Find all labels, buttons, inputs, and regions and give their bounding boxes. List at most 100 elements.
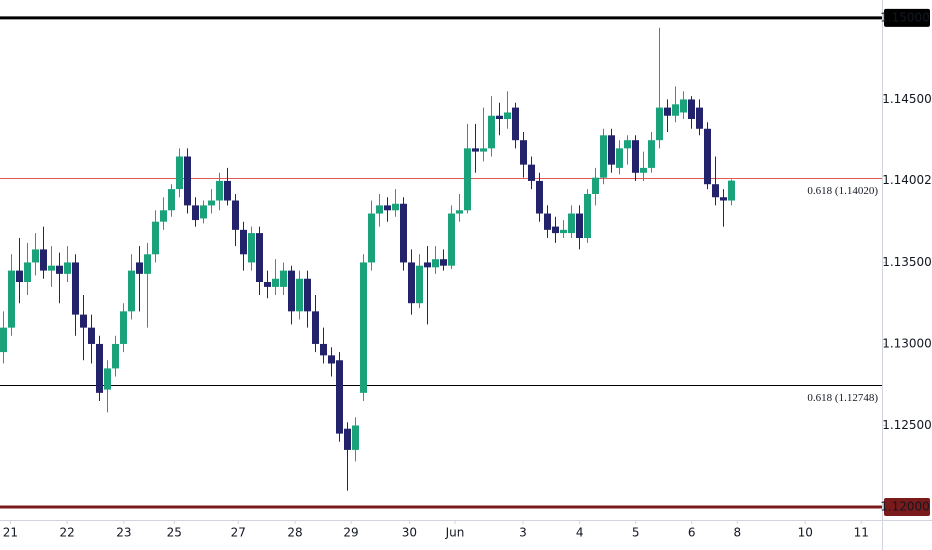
candle-body <box>32 249 39 263</box>
x-tick-label: 10 <box>798 526 813 540</box>
x-tick-label: 5 <box>632 526 640 540</box>
x-tick-label: 4 <box>576 526 584 540</box>
candle-body <box>264 282 271 287</box>
candle-body <box>56 265 63 274</box>
candle-body <box>72 262 79 315</box>
candle-body <box>80 314 87 328</box>
fib-label: 0.618 (1.12748) <box>807 392 878 404</box>
candle-body <box>168 189 175 211</box>
candle-body <box>368 213 375 263</box>
candle-body <box>608 135 615 165</box>
level-label: 1.15000 <box>880 10 930 24</box>
candle-body <box>680 99 687 113</box>
candle-body <box>528 164 535 181</box>
candle-body <box>576 213 583 238</box>
x-tick-label: 21 <box>3 526 18 540</box>
candle-body <box>552 226 559 234</box>
candle-body <box>280 270 287 287</box>
candle-body <box>560 229 567 234</box>
candle-body <box>688 99 695 119</box>
candle-body <box>704 128 711 185</box>
candle-body <box>392 203 399 211</box>
x-tick-label: 3 <box>519 526 527 540</box>
candle-body <box>120 311 127 344</box>
candle-body <box>440 259 447 266</box>
candle-body <box>296 278 303 312</box>
candle-body <box>464 148 471 211</box>
x-tick-label: 29 <box>343 526 358 540</box>
y-tick-label: 1.13500 <box>882 255 932 269</box>
candle-body <box>664 107 671 116</box>
candle-body <box>712 184 719 198</box>
y-tick-label: 1.12500 <box>882 418 932 432</box>
candle-body <box>176 156 183 190</box>
candle-body <box>136 262 143 274</box>
axes: 1.14500 1.13500 1.13000 1.12500 21 22 23 25 27 28… <box>3 8 932 540</box>
candle-body <box>96 343 103 393</box>
candle-body <box>288 270 295 312</box>
x-tick-label: 22 <box>60 526 75 540</box>
candle-body <box>40 249 47 271</box>
candle-body <box>104 368 111 390</box>
candle-body <box>208 200 215 206</box>
plot-area: 0.618 (1.14020) 0.618 (1.12748) <box>0 16 882 509</box>
candle-body <box>648 140 655 168</box>
x-tick-label: 30 <box>402 526 417 540</box>
candle-body <box>152 221 159 255</box>
candle-body <box>544 213 551 230</box>
candle-body <box>272 278 279 287</box>
candle-body <box>232 200 239 230</box>
candle-body <box>192 205 199 221</box>
candle-body <box>88 327 95 344</box>
candle-body <box>400 203 407 263</box>
x-tick-label: 8 <box>733 526 741 540</box>
candle-body <box>160 210 167 222</box>
candle-body <box>0 327 7 353</box>
candle-body <box>600 135 607 178</box>
candle-body <box>200 205 207 219</box>
candle-body <box>584 193 591 238</box>
candle-body <box>456 210 463 214</box>
x-tick-label: 11 <box>854 526 869 540</box>
candle-body <box>488 115 495 149</box>
candle-body <box>520 140 527 165</box>
candle-body <box>536 180 543 214</box>
candle-body <box>256 233 263 283</box>
candle-body <box>496 115 503 119</box>
y-tick-label: 1.13000 <box>882 336 932 350</box>
candle-body <box>480 148 487 152</box>
candle-body <box>304 278 311 312</box>
candle-body <box>328 355 335 364</box>
candle-body <box>504 112 511 119</box>
fib-label: 0.618 (1.14020) <box>807 185 878 197</box>
candle-body <box>240 229 247 255</box>
candle-body <box>424 262 431 268</box>
candle-body <box>728 180 735 201</box>
candle-body <box>360 262 367 393</box>
candle-body <box>592 177 599 194</box>
candle-body <box>720 197 727 201</box>
candle-body <box>312 311 319 344</box>
candle-body <box>248 233 255 263</box>
candle-body <box>16 270 23 283</box>
candle-body <box>512 107 519 141</box>
y-tick-label: 1.14500 <box>882 92 932 106</box>
x-tick-label: 28 <box>287 526 302 540</box>
level-badge <box>884 497 930 516</box>
x-tick-label: 27 <box>231 526 246 540</box>
x-tick-label: 23 <box>116 526 131 540</box>
candle-body <box>472 148 479 152</box>
candle-body <box>624 140 631 149</box>
candle-body <box>568 213 575 234</box>
candle-body <box>448 213 455 266</box>
candle-body <box>112 343 119 369</box>
candle-body <box>656 107 663 141</box>
candle-body <box>216 180 223 201</box>
candle-body <box>376 205 383 214</box>
candle-body <box>352 425 359 450</box>
x-tick-label: 25 <box>167 526 182 540</box>
candle-body <box>432 259 439 268</box>
level-badge <box>884 8 930 27</box>
